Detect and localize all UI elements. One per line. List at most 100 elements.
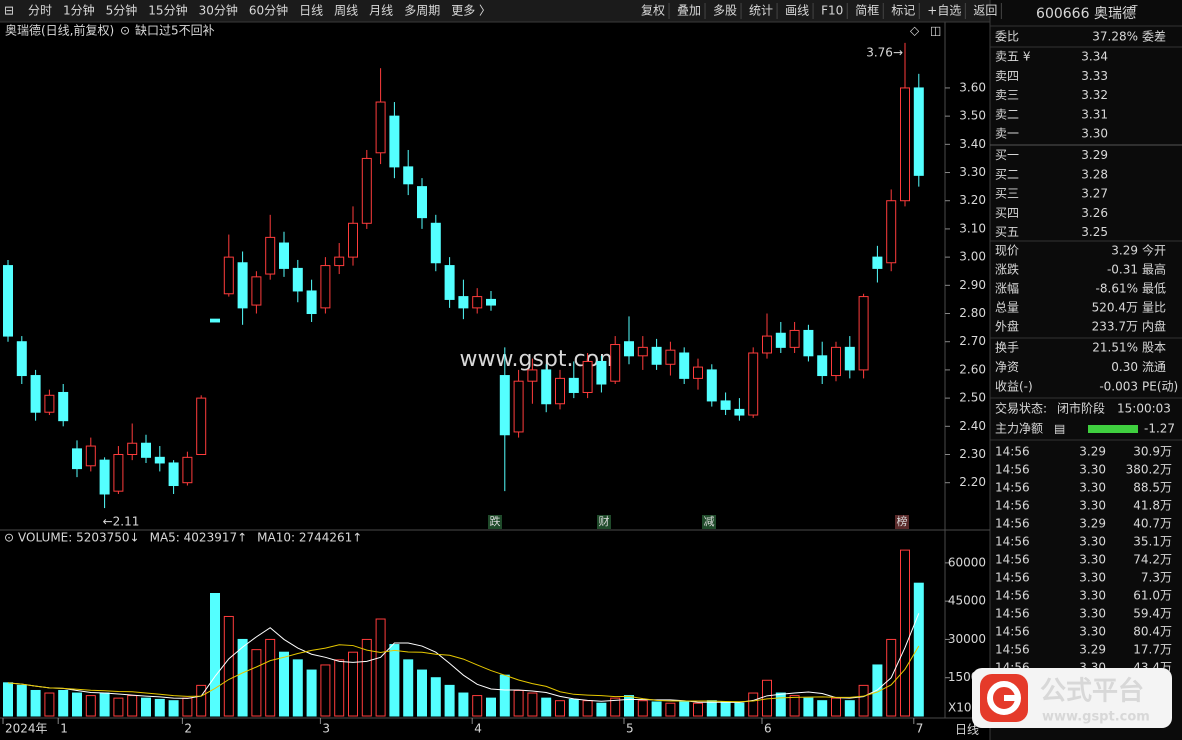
toolbar-button[interactable]: 统计 bbox=[749, 4, 773, 18]
period-tab[interactable]: 周线 bbox=[334, 4, 358, 18]
trade-price: 3.29 bbox=[1079, 517, 1106, 531]
toolbar-button[interactable]: 多股 bbox=[713, 4, 737, 18]
candle-body bbox=[858, 296, 869, 371]
candle-body bbox=[596, 360, 607, 385]
book-label: 卖二 bbox=[995, 107, 1019, 121]
quote-value: -0.31 bbox=[1107, 263, 1138, 277]
y-tick-label: 45000 bbox=[948, 594, 986, 608]
toolbar-button[interactable]: F10 bbox=[821, 4, 843, 18]
trade-price: 3.30 bbox=[1079, 553, 1106, 567]
diamond-icon[interactable]: ◇ bbox=[910, 24, 920, 38]
trade-time: 14:56 bbox=[995, 481, 1030, 495]
period-tab[interactable]: 5分钟 bbox=[106, 3, 138, 18]
period-tab[interactable]: 15分钟 bbox=[148, 3, 187, 18]
indicator-icon[interactable]: ⊙ bbox=[120, 24, 130, 38]
volume-bar bbox=[85, 695, 96, 717]
status-time: 15:00:03 bbox=[1117, 402, 1171, 416]
candle-body bbox=[154, 456, 165, 464]
event-label[interactable]: 跌 bbox=[490, 514, 501, 528]
volume-bar bbox=[499, 674, 510, 717]
logo-url: www.gspt.com bbox=[1042, 710, 1150, 725]
candle-body bbox=[844, 346, 855, 371]
volume-bar bbox=[734, 702, 745, 717]
y-tick-label: 3.40 bbox=[959, 137, 986, 151]
trade-price: 3.30 bbox=[1079, 463, 1106, 477]
period-tab[interactable]: 日线 bbox=[299, 4, 323, 18]
volume-bar bbox=[168, 700, 179, 717]
candle-body bbox=[3, 265, 13, 337]
volume-bar bbox=[720, 701, 731, 717]
volume-icon[interactable]: ⊙ bbox=[4, 531, 14, 545]
candle-body bbox=[624, 341, 634, 357]
volume-bar bbox=[458, 692, 469, 717]
candle-body bbox=[775, 332, 786, 348]
volume-bar bbox=[279, 651, 289, 717]
volume-bar bbox=[113, 697, 124, 717]
y-tick-label: 2.20 bbox=[959, 475, 986, 489]
book-price: 3.27 bbox=[1081, 187, 1108, 201]
candle-body bbox=[610, 344, 621, 382]
quote-panel-bg bbox=[990, 0, 1182, 740]
toolbar-button[interactable]: 标记 bbox=[891, 4, 915, 18]
toolbar-button[interactable]: 复权 bbox=[641, 4, 665, 18]
toolbar-icon[interactable]: ⊟ bbox=[4, 4, 14, 18]
period-tab[interactable]: 多周期 bbox=[404, 4, 440, 18]
trade-time: 14:56 bbox=[995, 535, 1030, 549]
volume-bar bbox=[624, 695, 634, 717]
quote-label: 收益(-) bbox=[995, 380, 1033, 394]
legend-entry: VOLUME: 5203750↓ bbox=[18, 531, 140, 545]
volume-bar bbox=[831, 697, 841, 717]
period-tab[interactable]: 分时 bbox=[28, 4, 52, 18]
logo-text: 公式平台 bbox=[1040, 676, 1144, 707]
quote-label: 最高 bbox=[1142, 262, 1166, 277]
toolbar-button[interactable]: +自选 bbox=[927, 4, 961, 18]
quote-value: -0.003 bbox=[1099, 380, 1138, 394]
volume-bar bbox=[789, 695, 800, 717]
candle-body bbox=[320, 265, 331, 309]
x-tick-label: 4 bbox=[474, 722, 482, 736]
trade-volume: 7.3万 bbox=[1141, 571, 1172, 585]
candle-body bbox=[651, 346, 662, 365]
book-price: 3.30 bbox=[1081, 127, 1108, 141]
candle-body bbox=[44, 394, 55, 413]
period-tab[interactable]: 60分钟 bbox=[249, 3, 288, 18]
quote-value: 37.28% bbox=[1092, 30, 1138, 44]
candle-body bbox=[196, 397, 207, 456]
volume-bar bbox=[292, 659, 303, 717]
quote-label: 流通 bbox=[1142, 360, 1166, 374]
book-label: 卖四 bbox=[995, 69, 1019, 83]
toolbar-button[interactable]: 叠加 bbox=[677, 4, 701, 18]
candle-body bbox=[872, 256, 883, 269]
toolbar-button[interactable]: 返回 bbox=[973, 4, 997, 18]
volume-bar bbox=[568, 698, 579, 717]
trade-price: 3.30 bbox=[1079, 625, 1106, 639]
trade-volume: 61.0万 bbox=[1133, 589, 1172, 603]
period-tab[interactable]: 更多 〉 bbox=[451, 4, 491, 18]
volume-bar bbox=[58, 689, 69, 717]
toolbar-button[interactable]: 画线 bbox=[785, 4, 809, 18]
trade-volume: 88.5万 bbox=[1133, 481, 1172, 495]
candle-body bbox=[706, 369, 717, 402]
toolbar-button[interactable]: 简框 bbox=[855, 4, 879, 18]
period-tab[interactable]: 1分钟 bbox=[63, 3, 95, 18]
event-label[interactable]: 减 bbox=[704, 515, 715, 528]
logo-g-bar bbox=[1004, 695, 1020, 701]
period-tab[interactable]: 月线 bbox=[369, 4, 393, 18]
event-label[interactable]: 榜 bbox=[897, 514, 908, 528]
candle-body bbox=[444, 265, 455, 300]
period-tab[interactable]: 30分钟 bbox=[199, 3, 238, 18]
volume-bar bbox=[334, 659, 345, 717]
quote-label: 涨跌 bbox=[995, 262, 1019, 277]
trade-volume: 59.4万 bbox=[1133, 607, 1172, 621]
flow-icon[interactable]: ▤ bbox=[1054, 422, 1065, 436]
book-price: 3.29 bbox=[1081, 148, 1108, 162]
volume-bar bbox=[706, 700, 717, 717]
panel-toggle[interactable]: ◫ bbox=[930, 24, 941, 38]
quote-label: 净资 bbox=[995, 360, 1019, 374]
event-label[interactable]: 财 bbox=[599, 514, 610, 528]
y-tick-label: 2.50 bbox=[959, 391, 986, 405]
volume-bar bbox=[762, 679, 772, 717]
x-tick-label: 7 bbox=[916, 722, 924, 736]
trade-volume: 35.1万 bbox=[1133, 535, 1172, 549]
